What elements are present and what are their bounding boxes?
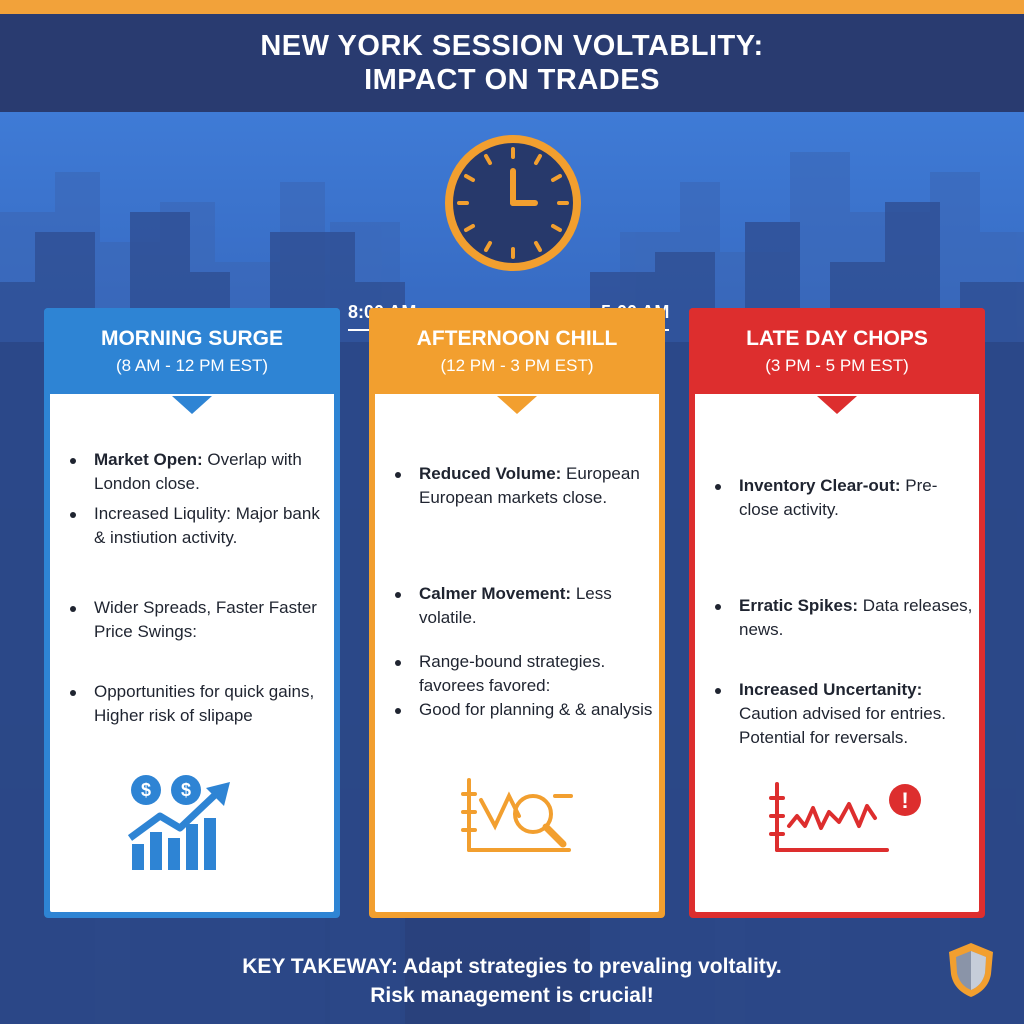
card-late-day-chops: LATE DAY CHOPS (3 PM - 5 PM EST) Invento… xyxy=(689,308,985,918)
top-accent-stripe xyxy=(0,0,1024,14)
card-header: LATE DAY CHOPS (3 PM - 5 PM EST) xyxy=(689,308,985,398)
shield-icon xyxy=(945,940,997,1000)
page-title-line1: NEW YORK SESSION VOLTABLITY: xyxy=(260,30,764,62)
card-body: Inventory Clear-out: Pre-close activity.… xyxy=(695,394,979,912)
card-notch xyxy=(497,396,537,414)
list-item: Erratic Spikes: Data releases, news. xyxy=(715,594,973,642)
card-title: AFTERNOON CHILL xyxy=(416,327,618,350)
card-subtitle: (12 PM - 3 PM EST) xyxy=(440,356,594,375)
svg-text:!: ! xyxy=(901,788,908,813)
card-body: Reduced Volume: European European market… xyxy=(375,394,659,912)
list-item: Range-bound strategies. favorees favored… xyxy=(395,650,653,698)
list-item: Increased Liqulity: Major bank & instiut… xyxy=(70,502,328,550)
key-takeaway: KEY TAKEWAY: Adapt strategies to prevali… xyxy=(0,952,1024,1010)
card-header: MORNING SURGE (8 AM - 12 PM EST) xyxy=(44,308,340,398)
list-item: Wider Spreads, Faster Faster Price Swing… xyxy=(70,596,328,644)
list-item: Market Open: Overlap with London close. xyxy=(70,448,328,496)
svg-text:$: $ xyxy=(181,780,191,800)
list-item: Inventory Clear-out: Pre-close activity. xyxy=(715,474,973,522)
card-afternoon-chill: AFTERNOON CHILL (12 PM - 3 PM EST) Reduc… xyxy=(369,308,665,918)
takeaway-line2: Risk management is crucial! xyxy=(370,984,654,1007)
takeaway-line1: KEY TAKEWAY: Adapt strategies to prevali… xyxy=(242,955,782,978)
chart-magnifier-icon xyxy=(459,776,583,871)
header-banner: NEW YORK SESSION VOLTABLITY: IMPACT ON T… xyxy=(0,14,1024,112)
card-header: AFTERNOON CHILL (12 PM - 3 PM EST) xyxy=(369,308,665,398)
card-subtitle: (3 PM - 5 PM EST) xyxy=(765,356,909,375)
rising-dollar-chart-icon: $ $ xyxy=(124,772,244,877)
svg-text:$: $ xyxy=(141,780,151,800)
list-item: Increased Uncertanity: Caution advised f… xyxy=(715,678,973,750)
list-item: Reduced Volume: European European market… xyxy=(395,462,653,510)
list-item: Opportunities for quick gains, Higher ri… xyxy=(70,680,328,728)
card-morning-surge: MORNING SURGE (8 AM - 12 PM EST) Market … xyxy=(44,308,340,918)
card-notch xyxy=(172,396,212,414)
list-item: Good for planning & & analysis xyxy=(395,698,653,722)
card-notch xyxy=(817,396,857,414)
card-subtitle: (8 AM - 12 PM EST) xyxy=(115,356,269,375)
card-body: Market Open: Overlap with London close. … xyxy=(50,394,334,912)
page-title-line2: IMPACT ON TRADES xyxy=(364,64,660,96)
erratic-chart-alert-icon: ! xyxy=(767,778,927,873)
card-title: MORNING SURGE xyxy=(100,327,283,350)
card-title: LATE DAY CHOPS xyxy=(746,327,928,350)
list-item: Calmer Movement: Less volatile. xyxy=(395,582,653,630)
clock-icon xyxy=(443,133,583,273)
